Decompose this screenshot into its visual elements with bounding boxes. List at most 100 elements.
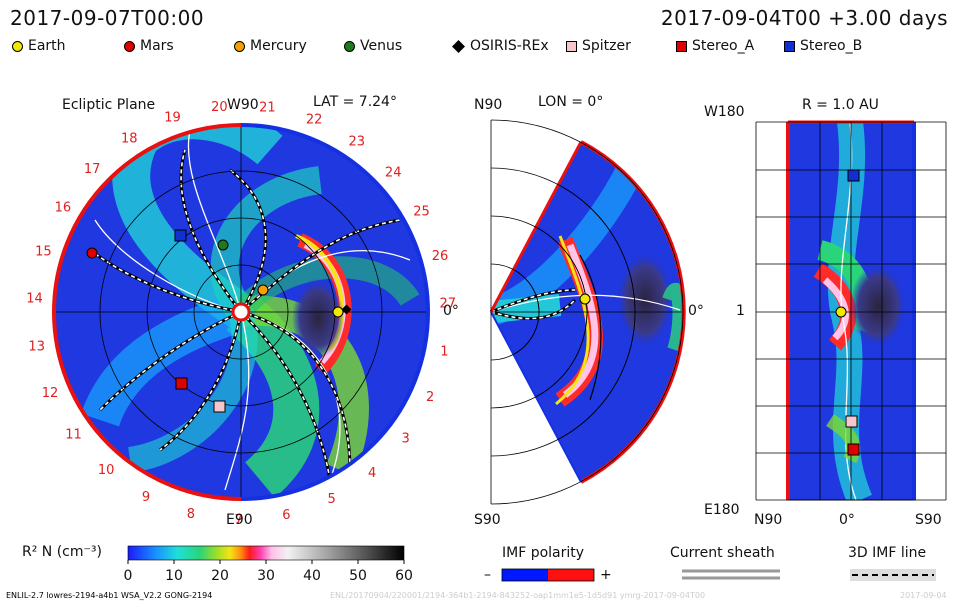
ecliptic-lat-label: LAT = 7.24° (313, 94, 397, 110)
spitzer-marker (213, 400, 226, 413)
radial-bottom-left: N90 (754, 512, 783, 528)
imf-minus-label: – (484, 567, 491, 583)
osiris-rex-marker (341, 304, 352, 315)
legend-item: Stereo_B (784, 38, 862, 54)
legend-label: Earth (28, 38, 66, 54)
mercury-marker (257, 284, 269, 296)
imf-line-title: 3D IMF line (848, 545, 927, 561)
clock-label: 11 (65, 428, 82, 443)
stereo-a-marker-radial (847, 443, 860, 456)
colorbar-tick-label: 50 (349, 568, 367, 584)
legend-label: Stereo_A (692, 38, 755, 54)
radial-bottom-mid: 0° (839, 512, 855, 528)
clock-label: 10 (98, 463, 115, 478)
model-info: ENLIL-2.7 lowres-2194-a4b1 WSA_V2.2 GONG… (6, 591, 213, 600)
square-icon (784, 40, 795, 52)
circle-icon (234, 40, 245, 52)
legend-label: Mercury (250, 38, 307, 54)
current-sheath-swatch (682, 569, 780, 580)
ecliptic-panel (52, 123, 430, 501)
clock-label: 23 (349, 134, 366, 149)
clock-label: 13 (28, 340, 45, 355)
colorbar-tick-label: 60 (395, 568, 413, 584)
imf-line-swatch (850, 569, 936, 581)
legend-item: Earth (12, 38, 66, 54)
circle-icon (12, 40, 23, 52)
colorbar-tick-label: 0 (124, 568, 133, 584)
clock-label: 1 (440, 344, 448, 359)
colorbar-label: R² N (cm⁻³) (22, 544, 102, 560)
meridional-top-label: N90 (474, 97, 503, 113)
imf-plus-label: + (600, 567, 612, 583)
clock-label: 27 (440, 296, 457, 311)
clock-label: 9 (142, 490, 150, 505)
legend-item: Venus (344, 38, 402, 54)
ecliptic-bottom-label: E90 (226, 512, 253, 528)
legend-item: Mars (124, 38, 174, 54)
radial-r-label: R = 1.0 AU (802, 97, 879, 113)
clock-label: 5 (328, 492, 336, 507)
legend-label: Mars (140, 38, 174, 54)
legend-label: OSIRIS-REx (470, 38, 549, 54)
legend-item: Stereo_A (676, 38, 754, 54)
clock-label: 16 (55, 200, 72, 215)
clock-label: 17 (84, 162, 101, 177)
clock-label: 21 (259, 101, 276, 116)
colorbar-tick-label: 20 (211, 568, 229, 584)
clock-label: 18 (121, 132, 138, 147)
meridional-zero-label: 0° (688, 303, 704, 319)
clock-label: 12 (42, 386, 59, 401)
faint-run-id: ENL/20170904/220001/2194-364b1-2194-8432… (330, 591, 706, 600)
mars-marker (86, 247, 98, 259)
radial-left-top: W180 (704, 104, 745, 120)
clock-label: 24 (385, 166, 402, 181)
clock-label: 14 (26, 292, 43, 307)
venus-marker (217, 239, 229, 251)
imf-polarity-title: IMF polarity (502, 545, 585, 561)
legend-item: Spitzer (566, 38, 631, 54)
colorbar-tick-label: 10 (165, 568, 183, 584)
legend-label: Spitzer (582, 38, 631, 54)
clock-label: 2 (426, 390, 434, 405)
earth-marker-radial (835, 306, 847, 318)
clock-label: 8 (187, 507, 195, 522)
faint-date: 2017-09-04 (900, 591, 947, 600)
clock-label: 19 (164, 111, 181, 126)
colorbar-ticks: 0 10 20 30 40 50 60 (124, 560, 413, 584)
square-icon (676, 40, 687, 52)
square-icon (566, 40, 577, 52)
right-timestamp: 2017-09-04T00 +3.00 days (660, 6, 948, 30)
legend-label: Venus (360, 38, 403, 54)
clock-labels: 20 21222324252627123456789101112131415161… (26, 100, 456, 528)
spitzer-marker-radial (845, 415, 858, 428)
ecliptic-title: Ecliptic Plane (62, 97, 156, 113)
legend-item: Mercury (234, 38, 307, 54)
stereo-b-marker (174, 229, 187, 242)
stereo-b-marker-radial (847, 169, 860, 182)
clock-label: 20 (211, 100, 228, 115)
colorbar-tick-label: 30 (257, 568, 275, 584)
meridional-bottom-label: S90 (474, 512, 501, 528)
left-timestamp: 2017-09-07T00:00 (10, 6, 205, 30)
circle-icon (344, 40, 355, 52)
colorbar-tick-label: 40 (303, 568, 321, 584)
clock-label: 7 (234, 513, 242, 528)
current-sheath-title: Current sheath (670, 545, 775, 561)
radial-left-mid: 1 (736, 303, 745, 319)
meridional-lon-label: LON = 0° (538, 94, 604, 110)
sun-marker (231, 302, 251, 322)
radial-panel (755, 120, 947, 501)
clock-label: 22 (306, 112, 323, 127)
colorbar (127, 545, 405, 561)
clock-label: 15 (35, 244, 52, 259)
earth-marker-meridional (579, 293, 591, 305)
earth-marker (332, 306, 344, 318)
stereo-a-marker (175, 377, 188, 390)
imf-negative-swatch (502, 569, 548, 581)
radial-bottom-right: S90 (915, 512, 942, 528)
legend-item: OSIRIS-REx (452, 38, 549, 54)
legend-label: Stereo_B (800, 38, 863, 54)
clock-label: 25 (413, 205, 430, 220)
ecliptic-zero-label: 0° (443, 303, 459, 319)
